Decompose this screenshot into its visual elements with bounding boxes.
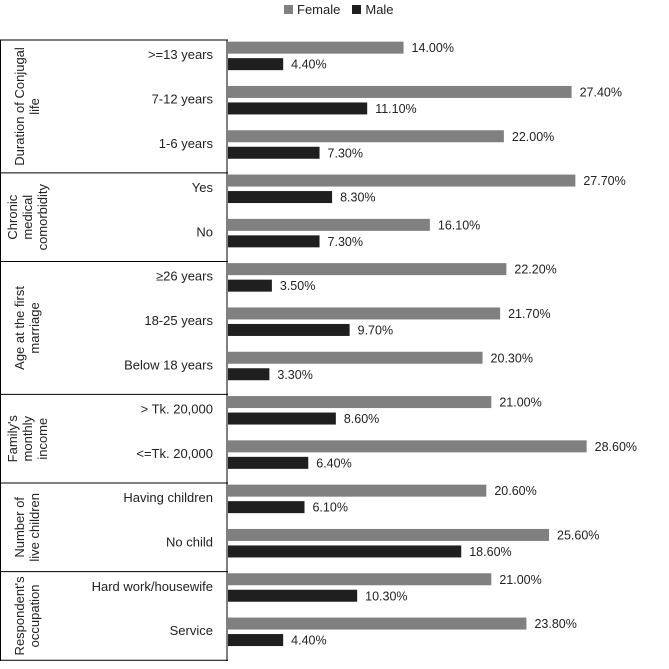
- data-label-male: 3.30%: [277, 368, 312, 382]
- data-label-male: 7.30%: [328, 146, 363, 160]
- bar-female: [228, 396, 492, 409]
- data-label-female: 25.60%: [557, 528, 599, 542]
- bar-male: [228, 368, 270, 381]
- group-label-line: Chronic: [5, 194, 20, 239]
- data-label-female: 16.10%: [438, 218, 480, 232]
- group-label-line: income: [35, 418, 50, 460]
- data-label-male: 6.10%: [312, 501, 347, 515]
- chart-legend: Female Male: [284, 2, 406, 17]
- bar-female: [228, 263, 507, 276]
- data-label-female: 22.00%: [512, 130, 554, 144]
- data-label-male: 6.40%: [316, 456, 351, 470]
- group-label-line: Duration of Conjugal: [12, 47, 27, 166]
- legend-swatch-female: [284, 5, 293, 14]
- data-label-male: 10.30%: [365, 589, 407, 603]
- bar-female: [228, 218, 430, 231]
- legend-label-female: Female: [297, 2, 341, 17]
- group-label-line: occupation: [27, 584, 42, 647]
- bar-male: [228, 235, 320, 248]
- category-label: ≥26 years: [156, 269, 213, 284]
- category-label: No child: [166, 534, 213, 549]
- category-label: Yes: [192, 180, 214, 195]
- category-label: 18-25 years: [144, 313, 213, 328]
- data-label-male: 8.60%: [344, 412, 379, 426]
- data-label-male: 9.70%: [358, 323, 393, 337]
- category-label: 1-6 years: [159, 136, 214, 151]
- legend-label-male: Male: [365, 2, 394, 17]
- data-label-male: 11.10%: [375, 102, 416, 116]
- group-label-line: Family's: [5, 415, 20, 463]
- data-label-male: 4.40%: [291, 634, 326, 648]
- bar-female: [228, 440, 587, 453]
- bar-female: [228, 617, 527, 630]
- data-label-female: 27.70%: [583, 174, 625, 188]
- bar-male: [228, 501, 305, 514]
- category-label: No: [196, 224, 213, 239]
- data-label-female: 20.60%: [494, 484, 536, 498]
- data-label-female: 21.00%: [499, 573, 541, 587]
- group-label-line: Respondent's: [12, 576, 27, 656]
- group-label-line: life: [27, 98, 42, 115]
- data-label-male: 18.60%: [469, 545, 511, 559]
- category-label: <=Tk. 20,000: [136, 446, 213, 461]
- category-label: 7-12 years: [152, 91, 214, 106]
- data-label-female: 22.20%: [514, 263, 556, 277]
- data-label-female: 27.40%: [580, 85, 622, 99]
- bar-female: [228, 41, 404, 54]
- data-label-male: 7.30%: [328, 235, 363, 249]
- bar-male: [228, 456, 309, 469]
- group-label-line: comorbidity: [35, 183, 50, 250]
- bar-female: [228, 351, 483, 364]
- bar-male: [228, 102, 368, 115]
- category-label: Having children: [123, 490, 213, 505]
- bar-female: [228, 174, 576, 187]
- group-label-line: marriage: [27, 302, 42, 353]
- group-label-line: Age at the first: [12, 286, 27, 370]
- bar-male: [228, 545, 462, 558]
- data-label-female: 28.60%: [595, 440, 637, 454]
- bar-male: [228, 634, 284, 647]
- bar-female: [228, 130, 504, 143]
- legend-item-female: Female: [284, 2, 340, 17]
- category-label: Service: [170, 623, 213, 638]
- bar-male: [228, 58, 284, 71]
- data-label-female: 21.70%: [508, 307, 550, 321]
- bar-male: [228, 412, 336, 425]
- group-label-line: medical: [20, 195, 35, 240]
- data-label-male: 3.50%: [280, 279, 315, 293]
- data-label-female: 14.00%: [412, 41, 454, 55]
- data-label-female: 20.30%: [491, 351, 533, 365]
- bar-female: [228, 484, 487, 497]
- bar-male: [228, 589, 358, 602]
- bar-female: [228, 528, 550, 541]
- group-label-line: monthly: [20, 415, 35, 461]
- data-label-male: 8.30%: [340, 191, 375, 205]
- legend-item-male: Male: [352, 2, 394, 17]
- bar-female: [228, 307, 501, 320]
- bar-male: [228, 279, 272, 292]
- bar-male: [228, 323, 350, 336]
- data-label-female: 23.80%: [534, 617, 576, 631]
- bar-female: [228, 85, 572, 98]
- bar-male: [228, 146, 320, 159]
- group-label-line: Number of: [12, 497, 27, 558]
- data-label-male: 4.40%: [291, 58, 326, 72]
- category-label: > Tk. 20,000: [141, 402, 213, 417]
- category-label: Hard work/housewife: [92, 579, 213, 594]
- bar-female: [228, 573, 492, 586]
- category-label: >=13 years: [148, 47, 214, 62]
- group-label-line: live children: [27, 493, 42, 562]
- data-label-female: 21.00%: [499, 396, 541, 410]
- category-label: Below 18 years: [124, 357, 213, 372]
- legend-swatch-male: [352, 5, 362, 14]
- bar-male: [228, 191, 333, 204]
